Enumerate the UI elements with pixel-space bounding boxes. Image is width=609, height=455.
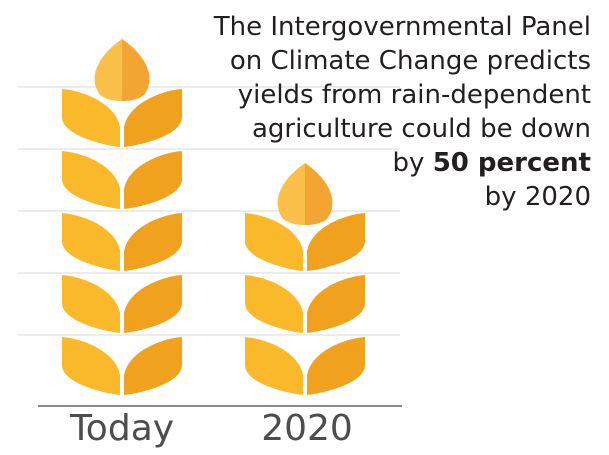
grain-left (62, 275, 120, 333)
grain-right (124, 89, 182, 147)
caption-line-2: on Climate Change predicts (229, 46, 591, 76)
x-tick-label-today: Today (69, 408, 175, 449)
grain-right (124, 213, 182, 271)
kernel-top-right (305, 163, 333, 225)
kernel-top-left (277, 163, 305, 225)
kernel-top-left (94, 39, 122, 101)
grain-right (307, 213, 365, 271)
grain-right (124, 151, 182, 209)
grain-right (307, 275, 365, 333)
bar-today (62, 39, 182, 395)
grain-left (62, 89, 120, 147)
grain-right (124, 275, 182, 333)
caption-line-5-prefix: by (392, 148, 433, 178)
caption-line-5: by 50 percent (151, 146, 591, 180)
caption-line-6: by 2020 (484, 182, 591, 212)
bar-2020 (245, 163, 365, 395)
caption: The Intergovernmental Panel on Climate C… (151, 10, 591, 214)
caption-line-1: The Intergovernmental Panel (213, 12, 591, 42)
grain-left (245, 213, 303, 271)
grain-right (124, 337, 182, 395)
caption-line-3: yields from rain-dependent (237, 80, 591, 110)
grain-left (245, 337, 303, 395)
kernel-top-right (122, 39, 150, 101)
grain-left (245, 275, 303, 333)
grain-left (62, 151, 120, 209)
caption-highlight: 50 percent (432, 148, 591, 178)
grain-left (62, 337, 120, 395)
x-tick-label-2020: 2020 (261, 408, 353, 449)
grain-right (307, 337, 365, 395)
caption-line-4: agriculture could be down (252, 114, 591, 144)
grain-left (62, 213, 120, 271)
